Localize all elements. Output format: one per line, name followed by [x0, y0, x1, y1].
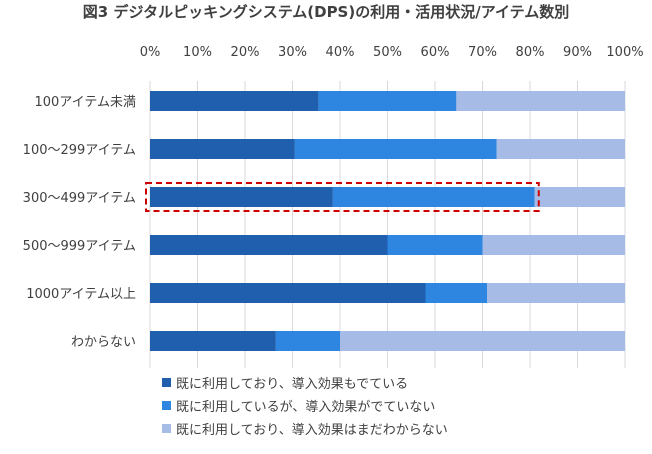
category-label: 100アイテム未満 [34, 95, 136, 110]
bar-segment [275, 331, 340, 351]
category-label: 1000アイテム以上 [26, 287, 136, 302]
bar-segment [294, 139, 497, 159]
legend: 既に利用しており、導入効果もでている既に利用しているが、導入効果がでていない既に… [162, 377, 448, 438]
category-label: 500～999アイテム [23, 239, 136, 254]
bar-segment [425, 283, 488, 303]
bar-segment [150, 283, 426, 303]
category-labels: 100アイテム未満 100～299アイテム 300～499アイテム 500～999アイ… [23, 95, 136, 350]
bars [150, 91, 625, 351]
category-label: 100～299アイテム [23, 143, 136, 158]
bar-segment [150, 331, 276, 351]
category-label: 300～499アイテム [23, 191, 136, 206]
x-tick-label: 90% [563, 45, 592, 60]
bar-segment [332, 187, 535, 207]
x-tick-label: 20% [231, 45, 260, 60]
x-tick-label: 30% [278, 45, 307, 60]
bar-segment [150, 139, 295, 159]
bar-segment [456, 91, 625, 111]
legend-label: 既に利用しているが、導入効果がでていない [176, 400, 435, 415]
bar-segment [150, 187, 333, 207]
x-axis-ticks: 0% 10% 20% 30% 40% 50% 60% 70% 80% 90% 100% [140, 45, 644, 60]
x-tick-label: 50% [373, 45, 402, 60]
category-label: わからない [71, 335, 136, 350]
x-tick-label: 100% [606, 45, 643, 60]
bar-segment [150, 91, 319, 111]
x-tick-label: 70% [468, 45, 497, 60]
bar-segment [387, 235, 483, 255]
legend-swatch [162, 378, 171, 387]
x-tick-label: 80% [516, 45, 545, 60]
chart-title: 図3 デジタルピッキングシステム(DPS)の利用・活用状況/アイテム数別 [83, 3, 569, 21]
legend-swatch [162, 424, 171, 433]
bar-segment [487, 283, 625, 303]
bar-segment [534, 187, 625, 207]
bar-segment [482, 235, 625, 255]
x-tick-label: 10% [183, 45, 212, 60]
bar-segment [318, 91, 457, 111]
x-tick-label: 40% [326, 45, 355, 60]
x-tick-label: 0% [140, 45, 161, 60]
grid-lines [149, 81, 626, 368]
bar-segment [340, 331, 625, 351]
x-tick-label: 60% [421, 45, 450, 60]
bar-segment [496, 139, 625, 159]
legend-label: 既に利用しており、導入効果はまだわからない [176, 423, 448, 438]
bar-segment [150, 235, 388, 255]
legend-label: 既に利用しており、導入効果もでている [176, 377, 408, 392]
legend-swatch [162, 401, 171, 410]
